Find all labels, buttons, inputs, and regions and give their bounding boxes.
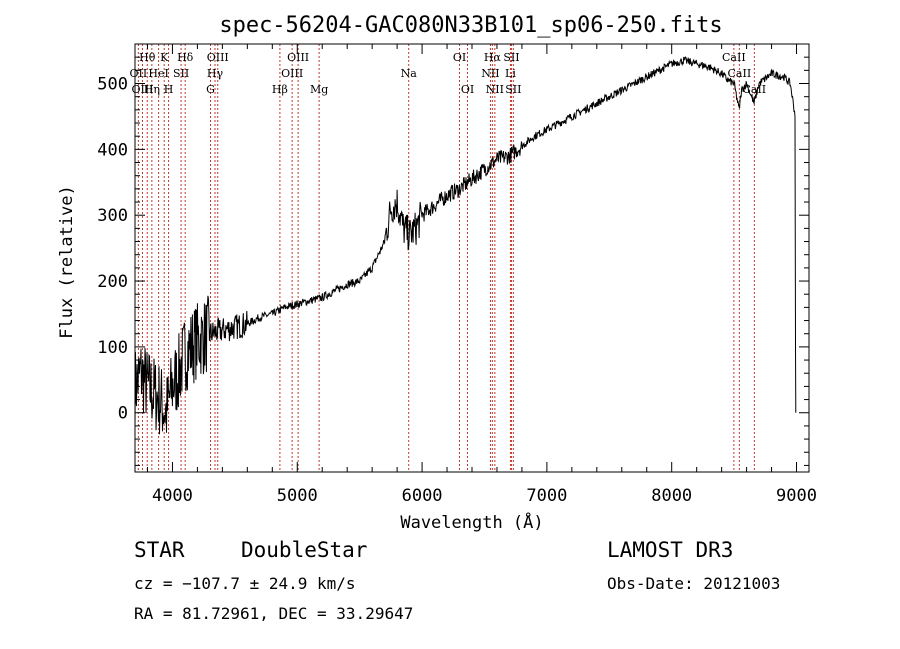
line-label-4: HeI <box>148 67 168 80</box>
coordinates: RA = 81.72961, DEC = 33.29647 <box>134 604 414 623</box>
line-label-19: Hα <box>484 51 502 64</box>
line-label-3: OII <box>130 67 148 80</box>
x-axis-label: Wavelength (Å) <box>400 511 543 533</box>
survey-name: LAMOST DR3 <box>607 538 734 562</box>
line-label-10: Hγ <box>207 67 224 80</box>
spectrum-series-line <box>134 56 797 435</box>
line-label-14: Hβ <box>272 83 288 96</box>
line-label-15: Mg <box>310 83 328 96</box>
line-label-9: OIII <box>207 51 229 64</box>
x-tick-label-4: 8000 <box>651 486 692 506</box>
y-tick-label-1: 100 <box>97 338 128 358</box>
line-label-25: CaII <box>722 51 746 64</box>
y-tick-label-0: 0 <box>118 404 128 424</box>
line-label-11: G <box>206 83 215 96</box>
line-label-6: OIII <box>131 83 153 96</box>
line-label-18: OI <box>461 83 474 96</box>
line-label-5: SII <box>173 67 189 80</box>
redshift-cz: cz = −107.7 ± 24.9 km/s <box>134 574 356 593</box>
obs-date: Obs-Date: 20121003 <box>607 574 781 593</box>
line-label-22: Li <box>505 67 516 80</box>
line-label-2: Hδ <box>177 51 194 64</box>
plot-frame <box>134 43 810 473</box>
x-tick-label-3: 7000 <box>526 486 567 506</box>
y-tick-label-4: 400 <box>97 140 128 160</box>
x-axis: 4000 5000 6000 7000 8000 9000 <box>146 44 817 506</box>
y-tick-label-5: 500 <box>97 75 128 95</box>
chart-title: spec-56204-GAC080N33B101_sp06-250.fits <box>219 13 722 38</box>
line-label-13: OIII <box>281 67 303 80</box>
y-axis: 0 100 200 300 400 500 <box>97 43 809 466</box>
line-label-16: Na <box>401 67 418 80</box>
y-tick-label-3: 300 <box>97 206 128 226</box>
line-label-23: NII <box>486 83 504 96</box>
line-label-8: H <box>164 83 174 96</box>
y-axis-label: Flux (relative) <box>57 185 77 339</box>
line-label-0: Hθ <box>139 51 156 64</box>
line-label-20: SII <box>503 51 519 64</box>
y-tick-label-2: 200 <box>97 272 128 292</box>
line-label-12: OIII <box>287 51 309 64</box>
x-tick-label-0: 4000 <box>152 486 193 506</box>
x-tick-label-1: 5000 <box>277 486 318 506</box>
line-label-24: SII <box>505 83 521 96</box>
x-tick-label-2: 6000 <box>402 486 443 506</box>
x-tick-label-5: 9000 <box>776 486 817 506</box>
line-label-7: Hη <box>144 83 160 96</box>
line-label-26: CaII <box>728 67 752 80</box>
line-label-1: K <box>160 51 169 64</box>
object-subclass: DoubleStar <box>241 538 368 562</box>
line-label-21: NII <box>481 67 499 80</box>
line-label-17: OI <box>453 51 466 64</box>
object-class: STAR <box>134 538 185 562</box>
emission-line-markers <box>137 44 755 472</box>
